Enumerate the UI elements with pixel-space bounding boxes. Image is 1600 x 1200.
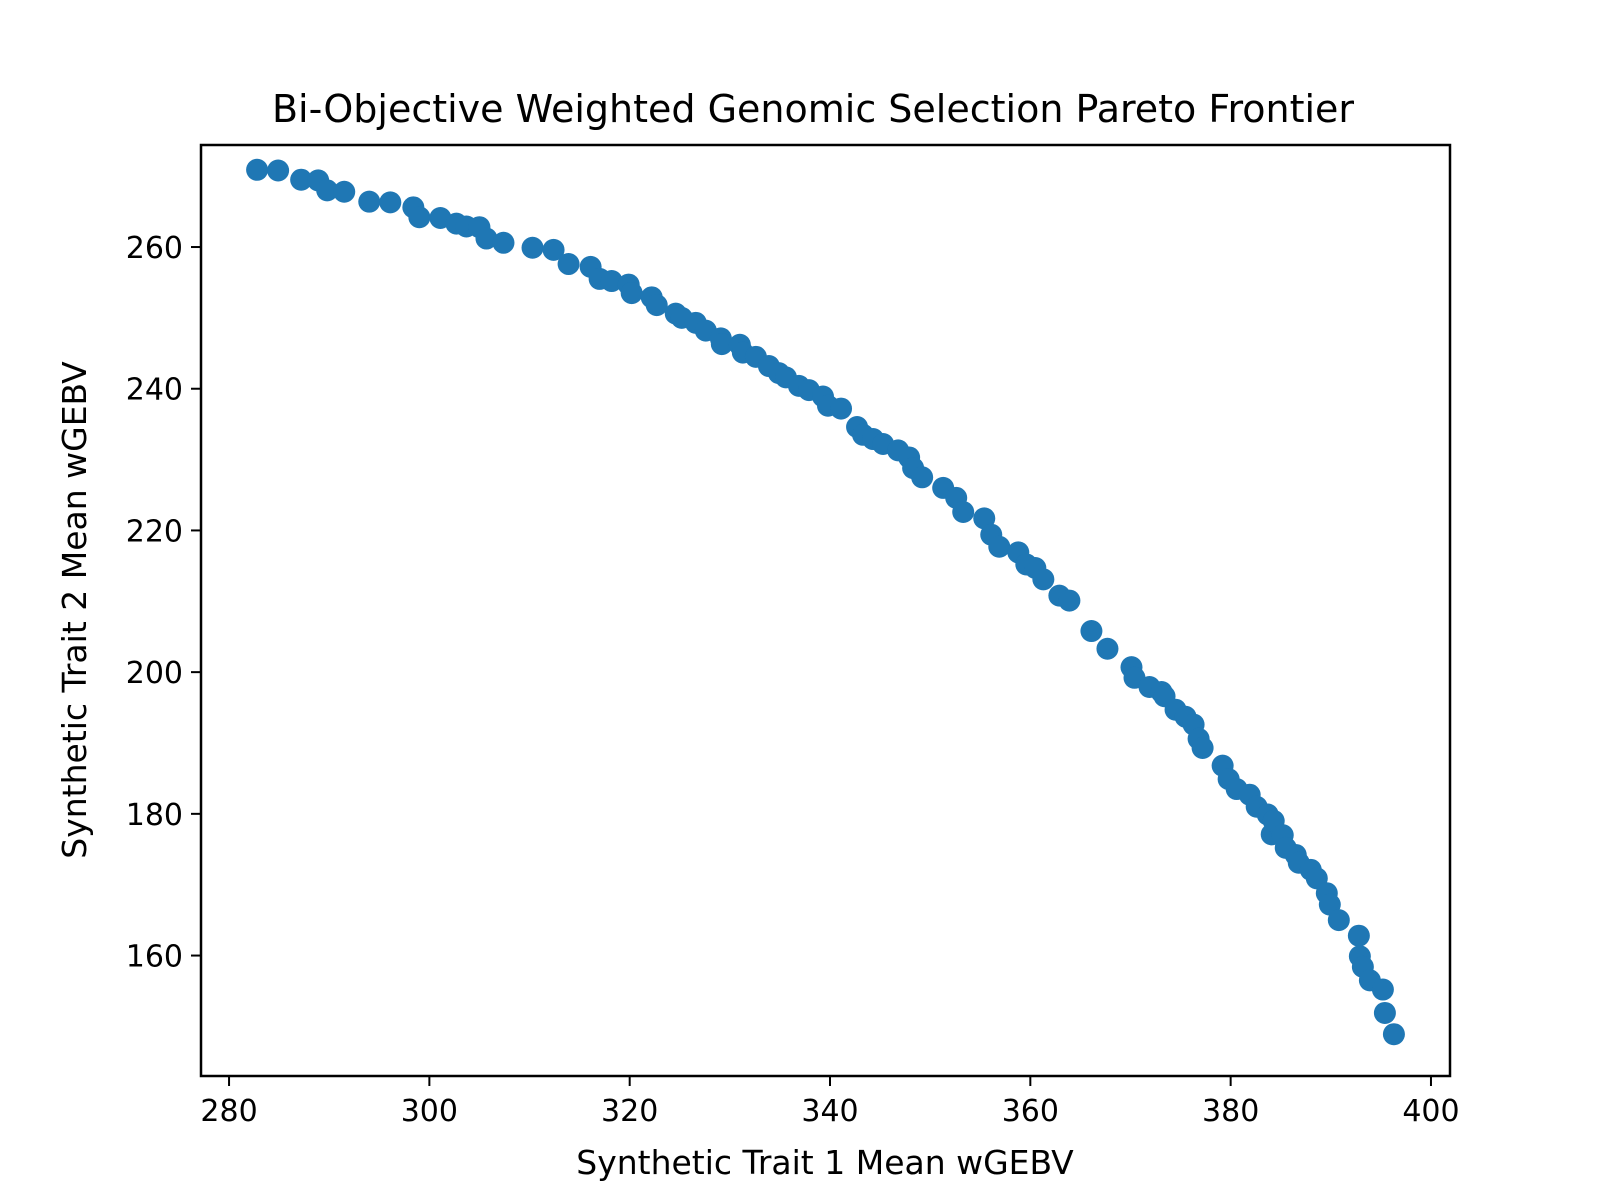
data-point (358, 190, 381, 213)
y-tick-label: 200 (126, 656, 183, 691)
x-tick-label: 400 (1402, 1094, 1459, 1129)
y-tick-label: 180 (126, 798, 183, 833)
data-point (316, 179, 339, 202)
x-tick-label: 300 (401, 1094, 458, 1129)
data-point (710, 333, 733, 356)
y-tick-label: 260 (126, 231, 183, 266)
data-point (521, 236, 544, 259)
y-axis-label: Synthetic Trait 2 Mean wGEBV (55, 361, 94, 859)
data-point (379, 191, 402, 214)
data-point (645, 294, 668, 317)
x-axis: 280 300 320 340 360 380 400 (200, 1076, 1460, 1129)
data-point (620, 282, 643, 305)
x-tick-label: 340 (801, 1094, 858, 1129)
x-tick-label: 380 (1202, 1094, 1259, 1129)
data-point (492, 231, 515, 254)
data-point (1032, 568, 1055, 591)
y-tick-label: 160 (126, 940, 183, 975)
y-tick-label: 220 (126, 514, 183, 549)
data-point (1327, 909, 1350, 932)
x-tick-label: 360 (1002, 1094, 1059, 1129)
data-point (408, 206, 431, 229)
data-point (988, 535, 1011, 558)
plot-area-frame (199, 143, 1452, 1078)
data-point (911, 466, 934, 489)
y-tick-label: 240 (126, 373, 183, 408)
data-point (1373, 1001, 1396, 1024)
data-point (1347, 924, 1370, 947)
data-point (542, 238, 565, 261)
data-point (267, 159, 290, 182)
y-axis: 160 180 200 220 240 260 (126, 231, 201, 975)
data-point (246, 158, 269, 181)
data-point (1096, 637, 1119, 660)
data-point (333, 180, 356, 203)
data-point (600, 270, 623, 293)
x-axis-label: Synthetic Trait 1 Mean wGEBV (576, 1143, 1074, 1182)
data-point (290, 168, 313, 191)
scatter-points (246, 158, 1405, 1046)
data-point (1191, 736, 1214, 759)
chart-title: Bi-Objective Weighted Genomic Selection … (272, 87, 1354, 131)
data-point (1058, 589, 1081, 612)
data-point (1382, 1023, 1405, 1046)
data-point (1371, 978, 1394, 1001)
x-tick-label: 280 (200, 1094, 257, 1129)
data-point (1080, 620, 1103, 643)
x-tick-label: 320 (601, 1094, 658, 1129)
data-point (475, 227, 498, 250)
data-point (952, 501, 975, 524)
data-point (557, 253, 580, 276)
data-point (830, 397, 853, 420)
